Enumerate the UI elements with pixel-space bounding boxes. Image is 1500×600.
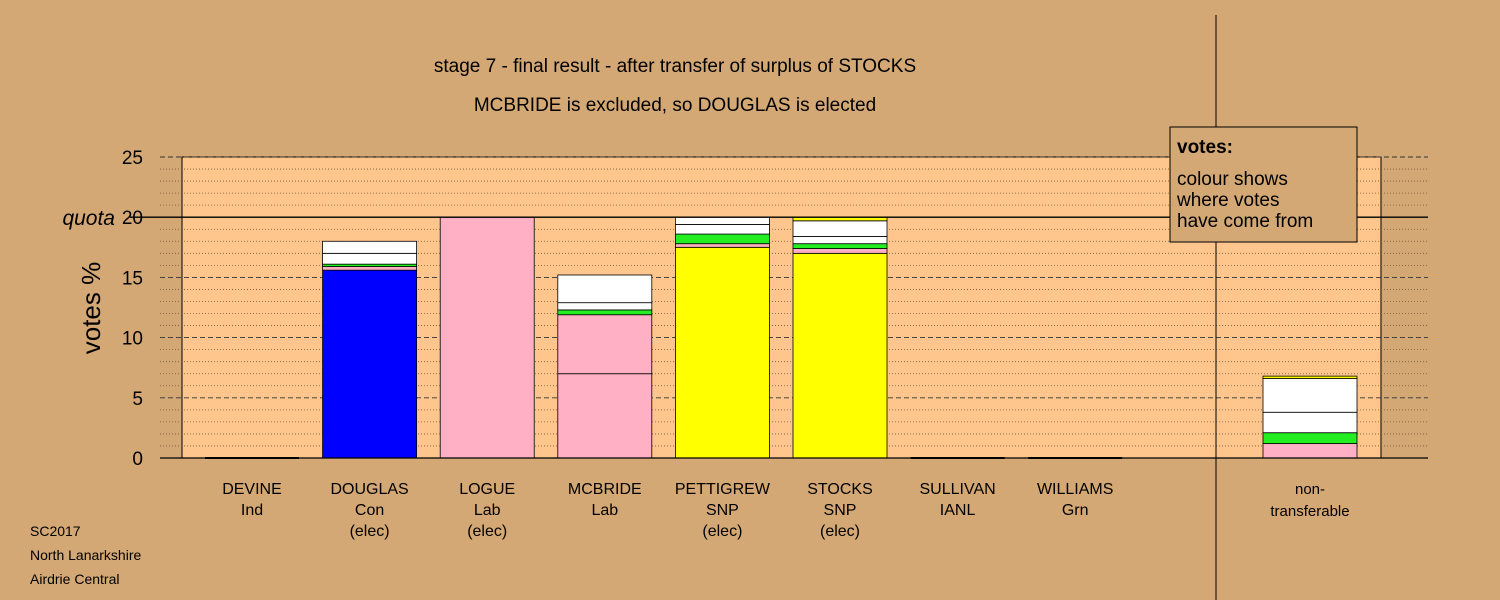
bar-segment-nontransferable-2: [1262, 411, 1358, 434]
candidate-label-sullivan-1: IANL: [940, 502, 976, 519]
bar-segment-douglas-4: [322, 240, 418, 254]
bar-segment-pettigrew-1: [675, 243, 770, 248]
candidate-label-stocks-1: SNP: [824, 502, 857, 519]
candidate-label-logue-2: (elec): [467, 523, 507, 540]
candidate-label-pettigrew-1: SNP: [706, 502, 739, 519]
quota-label: quota: [62, 207, 115, 230]
bar-segment-mcbride-2: [557, 309, 653, 316]
y-tick-label: 5: [132, 389, 143, 410]
candidate-label-stocks-0: STOCKS: [807, 481, 873, 498]
legend-line-2: where votes: [1176, 190, 1279, 211]
legend-title: votes:: [1177, 137, 1233, 158]
y-tick-label: 20: [122, 208, 143, 229]
bar-segment-douglas-1: [322, 266, 418, 271]
bar-segment-nontransferable-1: [1262, 432, 1358, 444]
bar-segment-pettigrew-0: [675, 246, 770, 459]
candidate-labels: DEVINE Ind DOUGLAS Con (elec) LOGUE Lab (elec) M…: [222, 481, 1349, 540]
legend-line-1: colour shows: [1177, 169, 1288, 190]
legend-box: votes: colour shows where votes have com…: [1169, 126, 1358, 243]
y-tick-label: 15: [122, 268, 143, 289]
candidate-label-devine-0: DEVINE: [222, 481, 282, 498]
bar-segment-mcbride-3: [557, 302, 653, 311]
nontransferable-label-0: non-: [1295, 481, 1325, 498]
y-tick-label: 10: [122, 329, 143, 350]
bar-segment-logue-0: [439, 216, 535, 459]
legend-frame: [1169, 126, 1358, 243]
candidate-label-logue-0: LOGUE: [459, 481, 515, 498]
candidate-label-logue-1: Lab: [474, 502, 501, 519]
candidate-label-mcbride-1: Lab: [591, 502, 618, 519]
bar-segment-douglas-0: [322, 269, 418, 459]
candidate-label-williams-1: Grn: [1062, 502, 1089, 519]
bar-segment-stocks-0: [792, 252, 888, 459]
footer-line-1: SC2017: [30, 523, 81, 539]
footer-line-3: Airdrie Central: [30, 571, 119, 587]
candidate-label-douglas-1: Con: [355, 502, 384, 519]
bar-segment-nontransferable-3: [1262, 378, 1358, 413]
y-tick-label: 0: [132, 449, 143, 470]
bar-segment-pettigrew-3: [675, 224, 770, 235]
bar-segment-stocks-2: [792, 243, 888, 249]
chart-title: stage 7 - final result - after transfer …: [434, 56, 916, 77]
candidate-label-devine-1: Ind: [241, 502, 263, 519]
bar-segment-mcbride-4: [557, 274, 653, 304]
candidate-label-stocks-2: (elec): [820, 523, 860, 540]
candidate-label-douglas-0: DOUGLAS: [330, 481, 408, 498]
legend-line-3: have come from: [1177, 211, 1313, 232]
bar-segment-pettigrew-2: [675, 233, 770, 245]
bar-segment-stocks-1: [792, 248, 888, 254]
candidate-label-douglas-2: (elec): [350, 523, 390, 540]
bar-segment-nontransferable-0: [1262, 443, 1358, 459]
bars: [205, 216, 1358, 459]
candidate-label-mcbride-0: MCBRIDE: [568, 481, 642, 498]
bar-segment-mcbride-1: [557, 314, 653, 375]
y-tick-label: 25: [122, 148, 143, 169]
chart-subtitle: MCBRIDE is excluded, so DOUGLAS is elect…: [474, 95, 876, 116]
candidate-label-pettigrew-2: (elec): [702, 523, 742, 540]
nontransferable-label-1: transferable: [1270, 503, 1349, 520]
bar-segment-pettigrew-4: [675, 216, 770, 225]
y-axis-label: votes %: [76, 262, 106, 355]
bar-segment-mcbride-0: [557, 373, 653, 459]
bar-segment-stocks-3: [792, 236, 888, 245]
candidate-label-pettigrew-0: PETTIGREW: [675, 481, 771, 498]
candidate-label-williams-0: WILLIAMS: [1037, 481, 1113, 498]
bar-segment-stocks-4: [792, 220, 888, 237]
footer-line-2: North Lanarkshire: [30, 547, 141, 563]
bar-segment-nontransferable-4: [1262, 375, 1358, 379]
bar-segment-douglas-3: [322, 252, 418, 265]
candidate-label-sullivan-0: SULLIVAN: [920, 481, 996, 498]
